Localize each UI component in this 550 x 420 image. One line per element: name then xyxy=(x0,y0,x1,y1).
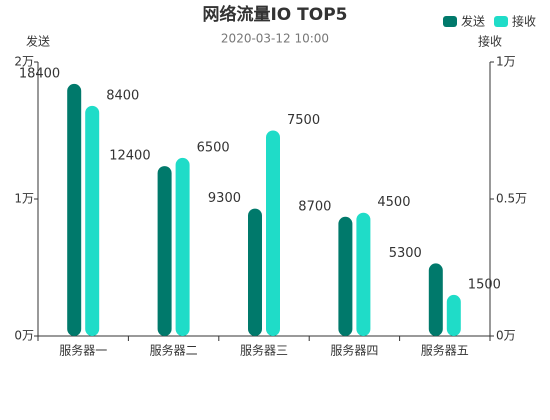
legend-label: 发送 xyxy=(461,14,485,29)
x-tick-label: 服务器二 xyxy=(150,343,198,358)
y2-tick-label: 0万 xyxy=(496,329,516,343)
y2-tick-label: 1万 xyxy=(496,55,516,69)
legend-swatch xyxy=(443,16,457,27)
bar xyxy=(338,216,353,336)
bar xyxy=(248,208,262,336)
bar xyxy=(85,105,100,336)
bar xyxy=(157,166,172,336)
legend-label: 接收 xyxy=(512,14,536,29)
y-tick-label: 2万 xyxy=(14,55,34,69)
data-label: 5300 xyxy=(389,246,422,261)
data-label: 8400 xyxy=(106,88,139,103)
data-label: 9300 xyxy=(208,191,241,206)
y-tick-label: 0万 xyxy=(14,329,34,343)
bar xyxy=(428,263,443,336)
x-tick-label: 服务器三 xyxy=(240,343,288,358)
bar xyxy=(175,157,190,336)
y-tick-label: 1万 xyxy=(14,192,34,206)
y2-axis-title: 接收 xyxy=(478,34,502,49)
chart-subtitle: 2020-03-12 10:00 xyxy=(221,32,329,46)
x-tick-label: 服务器五 xyxy=(421,343,469,358)
data-label: 4500 xyxy=(377,195,410,210)
data-label: 12400 xyxy=(109,149,150,164)
data-label: 18400 xyxy=(19,66,60,81)
bar xyxy=(356,212,371,336)
y2-tick-label: 0.5万 xyxy=(496,192,527,206)
bar xyxy=(266,130,280,336)
chart-title: 网络流量IO TOP5 xyxy=(202,4,347,25)
data-label: 6500 xyxy=(197,140,230,155)
x-tick-label: 服务器一 xyxy=(59,343,107,358)
data-label: 7500 xyxy=(287,113,320,128)
bar xyxy=(67,83,82,336)
y-axis-title: 发送 xyxy=(26,34,50,49)
data-label: 8700 xyxy=(298,199,331,214)
bar xyxy=(446,294,461,336)
legend-swatch xyxy=(494,16,508,27)
data-label: 1500 xyxy=(468,277,501,292)
x-tick-label: 服务器四 xyxy=(330,343,378,358)
